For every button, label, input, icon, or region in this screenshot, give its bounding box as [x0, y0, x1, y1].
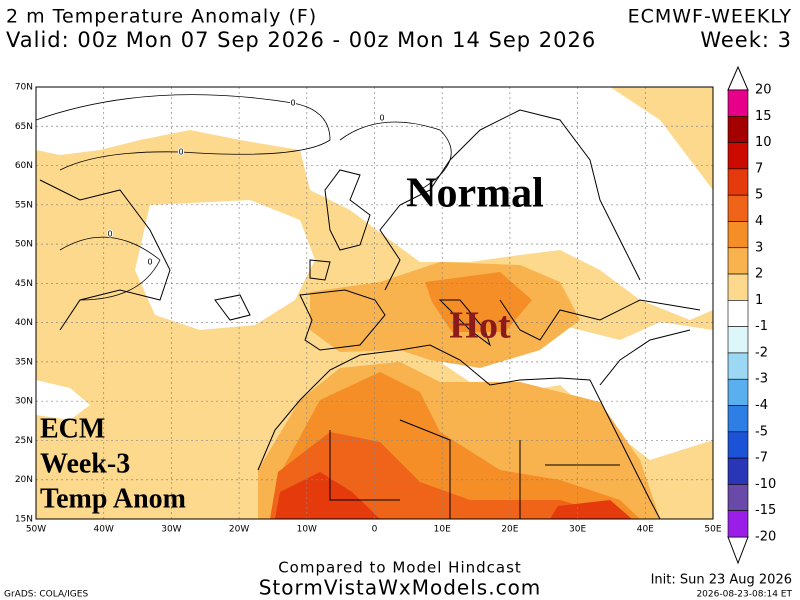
colorbar-box [727, 273, 749, 301]
valid-time: Valid: 00z Mon 07 Sep 2026 - 00z Mon 14 … [6, 28, 596, 52]
lon-label: 30W [161, 525, 181, 535]
colorbar-box [727, 431, 749, 459]
zero-contour [36, 94, 452, 301]
annotation: Normal [406, 171, 544, 217]
lon-label: 40W [94, 525, 114, 535]
lat-label: 20N [15, 475, 33, 485]
colorbar-cap [727, 536, 749, 565]
colorbar-box [727, 89, 749, 117]
colorbar-label: -1 [755, 319, 768, 334]
footer-compare: Compared to Model Hindcast [278, 559, 522, 577]
contour-label: 0 [290, 99, 295, 108]
label-line: Temp Anom [40, 483, 186, 514]
anomaly-fill [275, 472, 632, 519]
lon-label: 50E [704, 525, 721, 535]
model: ECMWF-WEEKLY [628, 6, 792, 28]
colorbar-label: -5 [755, 424, 768, 439]
lon-label: 0 [372, 525, 378, 535]
colorbar-box [727, 168, 749, 196]
contour-label: 0 [147, 258, 152, 267]
lon-label: 50W [26, 525, 46, 535]
label-line: ECM [40, 413, 105, 444]
colorbar-label: 1 [755, 293, 763, 308]
contour-label: 0 [379, 114, 384, 123]
anomaly-fill [425, 272, 532, 332]
colorbar-box [727, 142, 749, 170]
contour-label: 0 [107, 230, 112, 239]
colorbar-label: 3 [755, 240, 763, 255]
lat-label: 15N [15, 515, 33, 525]
title: 2 m Temperature Anomaly (F) [6, 6, 317, 28]
colorbar-label: -15 [755, 503, 776, 518]
colorbar-box [727, 510, 749, 538]
colorbar-box [727, 300, 749, 327]
lon-label: 10W [297, 525, 317, 535]
footer-grads: GrADS: COLA/IGES [4, 590, 88, 600]
anomaly-fill [135, 200, 315, 330]
colorbar-box [727, 378, 749, 406]
lat-label: 40N [15, 318, 33, 328]
lat-label: 35N [15, 357, 33, 367]
colorbar-box [727, 194, 749, 222]
colorbar-label: 5 [755, 188, 763, 203]
colorbar-label: -7 [755, 451, 768, 466]
lat-label: 50N [15, 240, 33, 250]
colorbar-label: -20 [755, 530, 776, 545]
colorbar-box [727, 405, 749, 433]
lat-label: 70N [15, 83, 33, 93]
colorbar-box [727, 326, 749, 354]
anomaly-fill [36, 380, 90, 420]
colorbar-label: 20 [755, 83, 772, 98]
colorbar-label: -2 [755, 345, 768, 360]
colorbar-box [727, 352, 749, 380]
lat-label: 65N [15, 122, 33, 132]
lat-label: 30N [15, 397, 33, 407]
footer-stamp: 2026-08-23-08:14 ET [696, 590, 792, 600]
footer-site: StormVistaWxModels.com [259, 576, 542, 600]
colorbar-label: 10 [755, 135, 772, 150]
annotation: Hot [449, 305, 511, 347]
colorbar-box [727, 247, 749, 275]
colorbar-box [727, 221, 749, 249]
colorbar-label: 2 [755, 267, 763, 282]
colorbar-box [727, 484, 749, 512]
lon-label: 30E [569, 525, 586, 535]
map: Normal Hot ECM Week-3 Temp Anom 70N 65N 60… [15, 83, 722, 535]
lat-label: 55N [15, 200, 33, 210]
lon-label: 20W [229, 525, 249, 535]
colorbar-label: 4 [755, 214, 763, 229]
lat-label: 60N [15, 161, 33, 171]
lat-label: 25N [15, 436, 33, 446]
colorbar-label: 7 [755, 161, 763, 176]
colorbar: 20 15 10 7 5 4 3 2 1 -1 -2 -3 -4 -5 -7 -10 -15 -20 [727, 65, 776, 565]
footer-init: Init: Sun 23 Aug 2026 [651, 573, 792, 588]
lat-label: 45N [15, 279, 33, 289]
colorbar-label: -3 [755, 372, 768, 387]
anomaly-fill [270, 432, 625, 519]
colorbar-box [727, 115, 749, 143]
colorbar-label: -10 [755, 477, 776, 492]
lon-label: 20E [501, 525, 518, 535]
lon-label: 10E [434, 525, 451, 535]
colorbar-label: -4 [755, 398, 768, 413]
week: Week: 3 [700, 28, 792, 52]
colorbar-cap [727, 65, 749, 91]
coastline [39, 109, 701, 519]
colorbar-label: 15 [755, 109, 772, 124]
contour-label: 0 [178, 148, 183, 157]
label-line: Week-3 [40, 448, 130, 479]
colorbar-box [727, 457, 749, 485]
lon-label: 40E [637, 525, 654, 535]
map-frame [35, 86, 714, 520]
